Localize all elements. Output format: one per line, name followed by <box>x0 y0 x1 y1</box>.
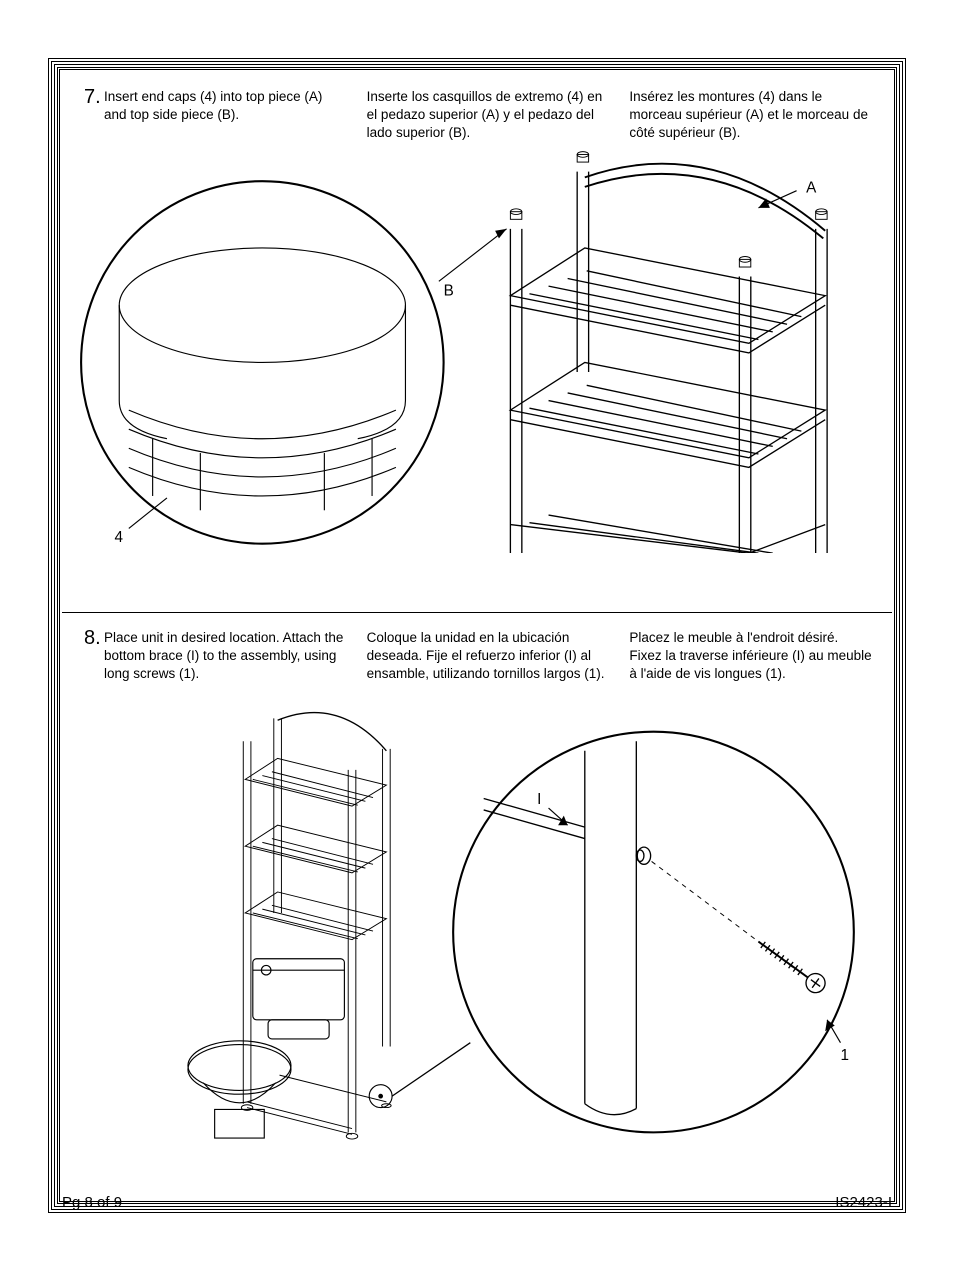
step-8: 8. Place unit in desired location. Attac… <box>62 613 892 1199</box>
doc-id: IS2423-I <box>835 1194 892 1211</box>
step-7-text-en: 7. Insert end caps (4) into top piece (A… <box>88 88 347 143</box>
label-4: 4 <box>114 528 123 545</box>
step-8-instructions: 8. Place unit in desired location. Attac… <box>62 613 892 684</box>
step-7: 7. Insert end caps (4) into top piece (A… <box>62 72 892 613</box>
label-A: A <box>806 179 817 196</box>
step-7-text-es: Inserte los casquillos de extremo (4) en… <box>367 88 610 143</box>
content-area: 7. Insert end caps (4) into top piece (A… <box>62 72 892 1199</box>
label-I: I <box>537 791 541 808</box>
step-8-number: 8. <box>84 625 101 652</box>
page-footer: Pg 8 of 9 IS2423-I <box>62 1194 892 1211</box>
step-8-text-en: 8. Place unit in desired location. Attac… <box>88 629 347 684</box>
step-7-en-text: Insert end caps (4) into top piece (A) a… <box>104 89 322 122</box>
label-B: B <box>444 282 454 299</box>
step-8-text-es: Coloque la unidad en la ubicación desead… <box>367 629 610 684</box>
step-7-number: 7. <box>84 84 101 111</box>
step-8-illustration: I 1 <box>62 684 892 1161</box>
step-7-instructions: 7. Insert end caps (4) into top piece (A… <box>62 72 892 143</box>
step-8-text-fr: Placez le meuble à l'endroit désiré. Fix… <box>629 629 872 684</box>
label-1: 1 <box>840 1047 848 1064</box>
step-7-illustration: B A 4 <box>62 143 892 553</box>
page-number: Pg 8 of 9 <box>62 1194 122 1211</box>
instruction-page: 7. Insert end caps (4) into top piece (A… <box>20 20 934 1255</box>
step-8-en-text: Place unit in desired location. Attach t… <box>104 630 343 681</box>
step-7-text-fr: Insérez les montures (4) dans le morceau… <box>629 88 872 143</box>
